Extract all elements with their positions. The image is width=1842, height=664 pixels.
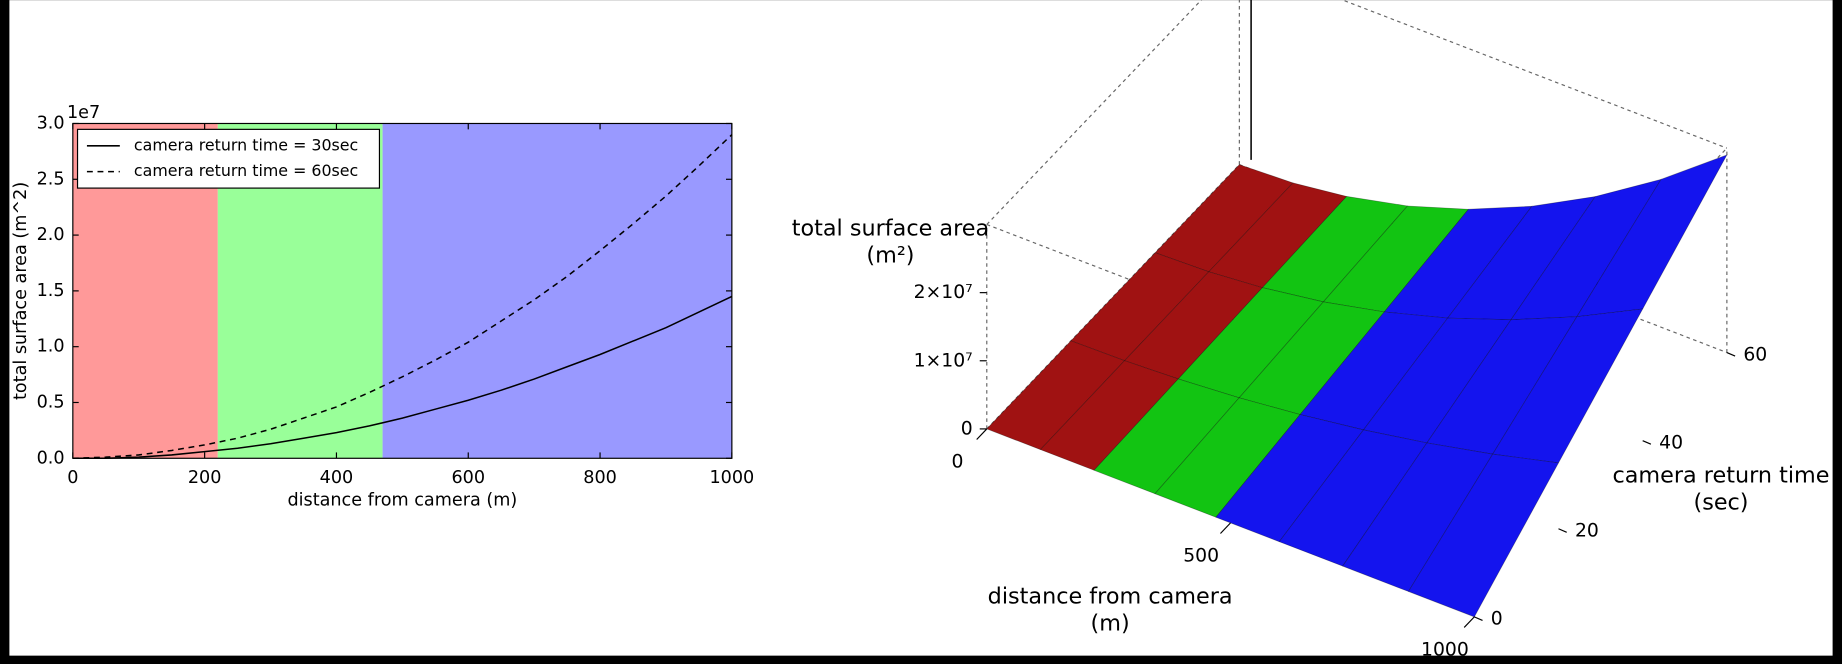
x-tick-label: 400 xyxy=(320,468,354,488)
shaded-span xyxy=(382,123,732,459)
legend-label: camera return time = 60sec xyxy=(134,161,358,180)
y-tick xyxy=(1558,528,1567,533)
x-axis-label: distance from camera xyxy=(988,583,1233,609)
y-tick-label: 2.0 xyxy=(37,225,65,245)
z-tick-label: 2×10⁷ xyxy=(914,282,973,303)
y-tick-label: 60 xyxy=(1743,344,1767,365)
x-axis-label: distance from camera (m) xyxy=(287,491,517,511)
x-tick-label: 500 xyxy=(1183,545,1219,566)
legend-label: camera return time = 30sec xyxy=(134,135,358,154)
y-tick-label: 3.0 xyxy=(37,113,65,133)
y-tick xyxy=(1726,352,1736,357)
y-tick xyxy=(1474,616,1483,621)
legend-box xyxy=(76,128,381,189)
x-tick-label: 0 xyxy=(951,451,963,472)
z-axis-label: total surface area xyxy=(792,216,989,242)
x-tick-label: 800 xyxy=(583,468,617,488)
y-tick-label: 2.5 xyxy=(37,169,65,189)
x-tick xyxy=(1463,616,1475,628)
x-tick xyxy=(976,428,988,440)
z-tick-label: 1×10⁷ xyxy=(914,350,973,371)
surface-cell xyxy=(1492,308,1644,464)
y-axis-label: (sec) xyxy=(1693,489,1748,515)
y-tick-label: 0.5 xyxy=(37,392,65,412)
x-tick-label: 0 xyxy=(67,468,78,488)
box-edge xyxy=(1340,0,1728,149)
x-tick-label: 1000 xyxy=(709,468,754,488)
y-tick-label: 0 xyxy=(1491,609,1503,630)
x-tick-label: 1000 xyxy=(1421,639,1469,660)
y-tick-label: 0.0 xyxy=(37,448,65,468)
surface-cell xyxy=(1407,453,1560,618)
x-tick-label: 600 xyxy=(451,468,485,488)
z-axis-label: (m²) xyxy=(866,243,914,269)
y-tick-label: 20 xyxy=(1575,521,1599,542)
y-tick xyxy=(1642,440,1652,445)
y-axis-label: camera return time xyxy=(1612,462,1829,488)
box-edge xyxy=(986,0,1203,225)
series-line xyxy=(72,295,733,460)
y-tick-label: 40 xyxy=(1659,433,1683,454)
y-tick-label: 1.5 xyxy=(37,281,65,301)
x-axis-label: (m) xyxy=(1091,610,1130,636)
y-axis-label: total surface area (m^2) xyxy=(11,182,31,400)
z-tick-label: 0 xyxy=(961,418,973,439)
series-line xyxy=(72,134,733,460)
x-tick-label: 200 xyxy=(188,468,222,488)
axis-offset: 1e7 xyxy=(67,103,100,123)
x-tick xyxy=(1220,522,1231,534)
y-tick-label: 1.0 xyxy=(37,337,65,357)
